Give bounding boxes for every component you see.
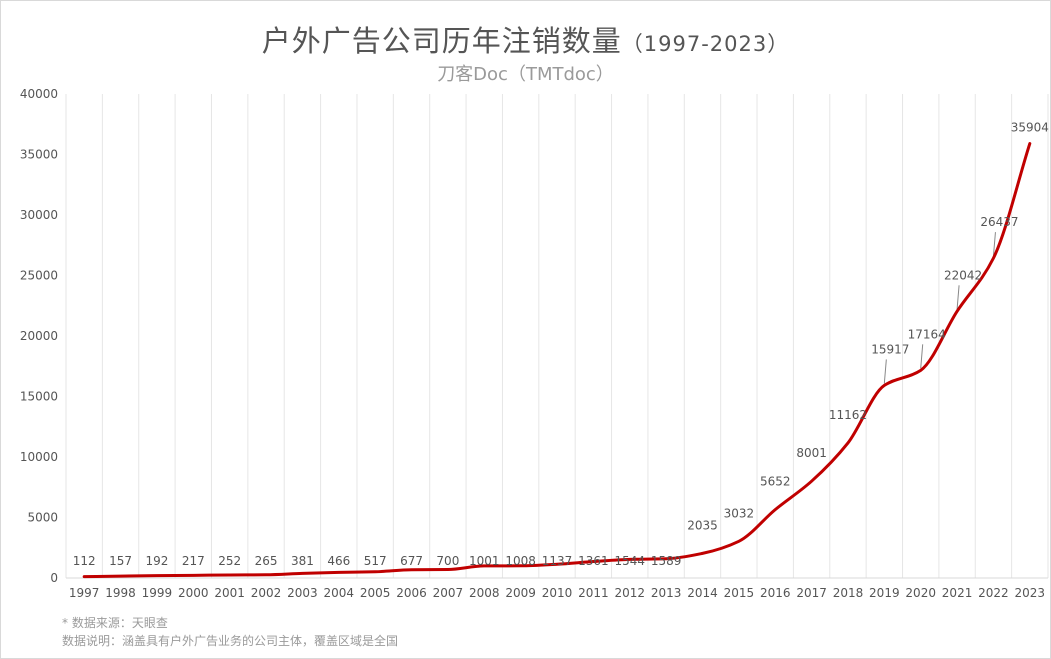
series-path (82, 142, 1032, 579)
data-labels: 112 157 192 217 252 265 381 466 517 677 700 1001 100… (73, 121, 1049, 568)
x-tick-label: 2023 (1015, 586, 1046, 600)
data-label: 1001 (469, 554, 500, 568)
data-label: 157 (109, 554, 132, 568)
x-tick-label: 1998 (105, 586, 136, 600)
data-label: 22042 (944, 268, 982, 282)
x-tick-label: 2009 (505, 586, 536, 600)
data-label: 2035 (687, 518, 718, 532)
data-label: 517 (364, 554, 387, 568)
y-tick-label: 15000 (20, 390, 58, 404)
x-tick-label: 2001 (214, 586, 245, 600)
chart-title: 户外广告公司历年注销数量 (261, 24, 622, 58)
chart-title-range: （1997-2023） (621, 32, 790, 56)
x-tick-label: 2020 (905, 586, 936, 600)
leader-line (992, 232, 996, 257)
x-tick-label: 2003 (287, 586, 318, 600)
label-leader-lines (883, 232, 996, 384)
data-label: 217 (182, 554, 205, 568)
data-label: 35904 (1011, 121, 1049, 135)
description-note: 数据说明：涵盖具有户外广告业务的公司主体，覆盖区域是全国 (62, 634, 399, 648)
data-label: 700 (436, 554, 459, 568)
x-tick-label: 2014 (687, 586, 718, 600)
x-axis: 1997 1998 1999 2000 2001 2002 2003 2004 2005 2006… (69, 586, 1045, 600)
leader-line (883, 359, 887, 384)
data-label: 252 (218, 554, 241, 568)
data-label: 17164 (908, 327, 946, 341)
leader-line (956, 285, 960, 310)
y-tick-label: 40000 (20, 87, 58, 101)
y-tick-label: 20000 (20, 329, 58, 343)
x-tick-label: 2017 (796, 586, 827, 600)
data-label: 265 (255, 554, 278, 568)
y-tick-label: 0 (50, 571, 58, 585)
data-label: 1544 (614, 554, 645, 568)
grid-lines (65, 94, 1049, 579)
leader-line (920, 344, 924, 369)
x-tick-label: 1999 (142, 586, 173, 600)
x-tick-label: 2018 (833, 586, 864, 600)
series-line (82, 142, 1032, 579)
data-label: 3032 (724, 506, 755, 520)
y-tick-label: 35000 (20, 148, 58, 162)
y-tick-label: 10000 (20, 450, 58, 464)
y-tick-label: 25000 (20, 269, 58, 283)
x-tick-label: 2006 (396, 586, 427, 600)
data-label: 8001 (796, 446, 827, 460)
data-label: 5652 (760, 475, 791, 489)
data-label: 1137 (542, 554, 573, 568)
x-tick-label: 2004 (324, 586, 355, 600)
y-axis: 0 5000 10000 15000 20000 25000 30000 35000 40000 (20, 87, 58, 585)
y-tick-label: 30000 (20, 208, 58, 222)
data-label: 11162 (829, 408, 867, 422)
x-tick-label: 2022 (978, 586, 1009, 600)
x-tick-label: 2013 (651, 586, 682, 600)
x-tick-label: 2021 (942, 586, 973, 600)
data-label: 15917 (871, 342, 909, 356)
x-tick-label: 2005 (360, 586, 391, 600)
x-tick-label: 2002 (251, 586, 282, 600)
x-tick-label: 2000 (178, 586, 209, 600)
chart-subtitle: 刀客Doc（TMTdoc） (437, 64, 614, 85)
chart-title-block: 户外广告公司历年注销数量（1997-2023） (0, 18, 1051, 60)
x-tick-label: 2015 (724, 586, 755, 600)
data-label: 677 (400, 554, 423, 568)
data-label: 381 (291, 554, 314, 568)
data-label: 26437 (980, 215, 1018, 229)
data-label: 1361 (578, 554, 609, 568)
x-tick-label: 2011 (578, 586, 609, 600)
x-tick-label: 2008 (469, 586, 500, 600)
x-tick-label: 2019 (869, 586, 900, 600)
data-label: 1589 (651, 554, 682, 568)
x-tick-label: 2012 (614, 586, 645, 600)
data-label: 466 (327, 554, 350, 568)
data-label: 1008 (505, 554, 536, 568)
y-tick-label: 5000 (27, 511, 58, 525)
data-label: 192 (145, 554, 168, 568)
x-tick-label: 2007 (433, 586, 464, 600)
source-note: * 数据来源：天眼查 (62, 616, 168, 630)
data-label: 112 (73, 554, 96, 568)
x-tick-label: 2016 (760, 586, 791, 600)
x-tick-label: 2010 (542, 586, 573, 600)
x-tick-label: 1997 (69, 586, 100, 600)
